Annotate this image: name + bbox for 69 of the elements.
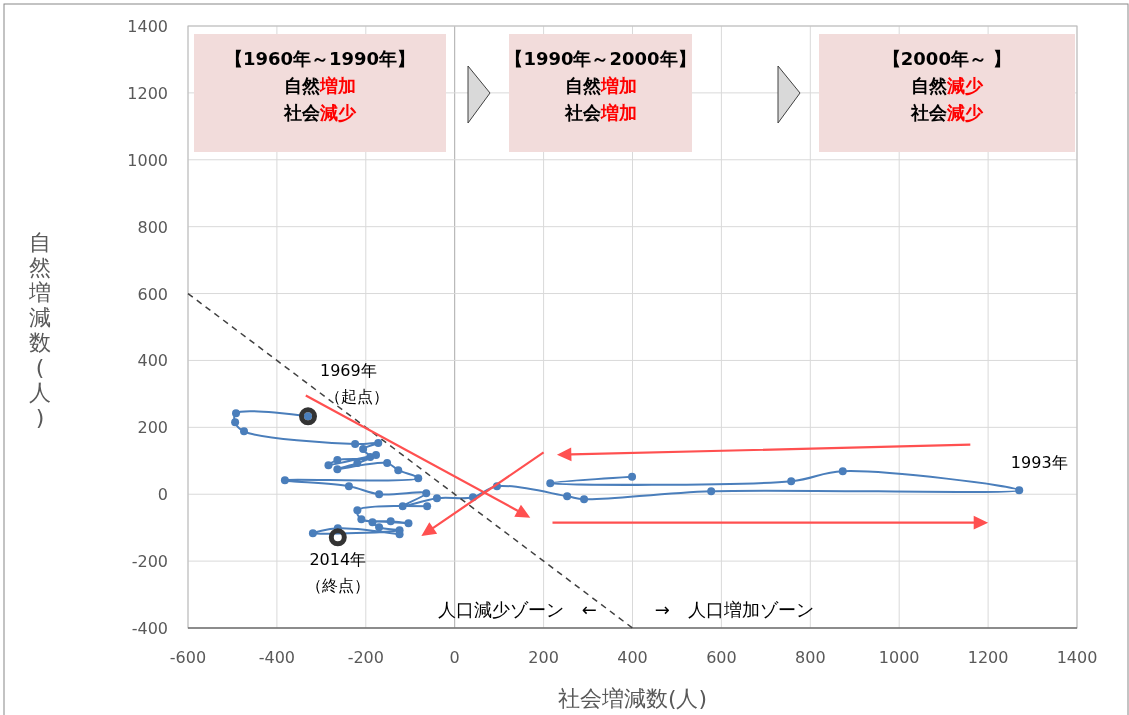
point (414, 474, 423, 483)
note-panel: 【2000年～ 】自然減少社会減少 (819, 34, 1075, 152)
point (546, 479, 555, 488)
y-tick-label: 600 (137, 284, 168, 304)
x-tick-label: -400 (258, 648, 296, 667)
point (324, 461, 333, 470)
annotation: → 人口増加ゾーン (654, 599, 814, 621)
point (1015, 486, 1024, 495)
note-panel: 【1960年～1990年】自然増加社会減少 (194, 34, 446, 152)
annotation: 1969年（起点） (320, 361, 390, 407)
y-tick-label: 1000 (127, 150, 168, 170)
x-tick-label: 1200 (967, 648, 1009, 667)
point (375, 490, 384, 499)
x-tick-label: 1400 (1056, 648, 1098, 667)
point (280, 476, 289, 485)
x-tick-label: 0 (449, 648, 460, 667)
point (838, 467, 847, 476)
x-tick-label: 800 (795, 648, 826, 667)
point (232, 409, 241, 418)
point (628, 472, 637, 481)
point (787, 477, 796, 486)
y-tick-label: 1200 (127, 83, 168, 103)
point (328, 528, 347, 547)
point (422, 489, 431, 498)
point (374, 439, 383, 448)
point (386, 517, 395, 526)
point (299, 407, 318, 426)
y-tick-label: 1400 (127, 17, 168, 36)
annotation: 【2000年～ 】自然減少社会減少 (882, 48, 1012, 123)
x-tick-label: -200 (347, 648, 384, 667)
point (563, 492, 572, 501)
y-tick-label: -400 (131, 619, 168, 638)
point (580, 495, 589, 504)
point (333, 465, 342, 474)
point (383, 459, 392, 468)
y-tick-label: 200 (137, 418, 168, 438)
point (707, 487, 716, 496)
point (404, 519, 413, 528)
annotation: 2014年（終点） (305, 550, 370, 596)
annotation: 【1960年～1990年】自然増加社会減少 (224, 48, 416, 123)
y-tick-label: -200 (131, 552, 168, 572)
point (308, 529, 317, 538)
point (394, 466, 403, 475)
y-tick-label: 0 (157, 485, 168, 505)
point (423, 502, 432, 511)
annotation: 【1990年～2000年】自然増加社会増加 (505, 48, 696, 123)
y-tick-label: 800 (137, 217, 168, 237)
point (432, 494, 441, 503)
annotation: 1993年 (1010, 453, 1068, 473)
x-axis-title: 社会増減数(人) (557, 686, 708, 711)
x-tick-label: -600 (169, 648, 207, 667)
point (353, 506, 362, 515)
point (375, 523, 384, 532)
x-tick-label: 600 (706, 648, 737, 667)
point (359, 445, 368, 454)
x-tick-label: 1000 (878, 648, 920, 667)
x-tick-label: 200 (528, 648, 559, 667)
x-tick-label: 400 (617, 648, 648, 667)
point (372, 451, 381, 460)
point (353, 459, 362, 468)
point (357, 515, 366, 524)
point (344, 482, 353, 491)
point (231, 418, 240, 427)
point (240, 427, 249, 436)
annotation: 人口減少ゾーン ← (437, 599, 597, 621)
y-axis-title: 自然増減数(人) (28, 230, 51, 430)
y-tick-label: 400 (137, 351, 168, 371)
point (351, 440, 360, 449)
point (368, 518, 377, 527)
